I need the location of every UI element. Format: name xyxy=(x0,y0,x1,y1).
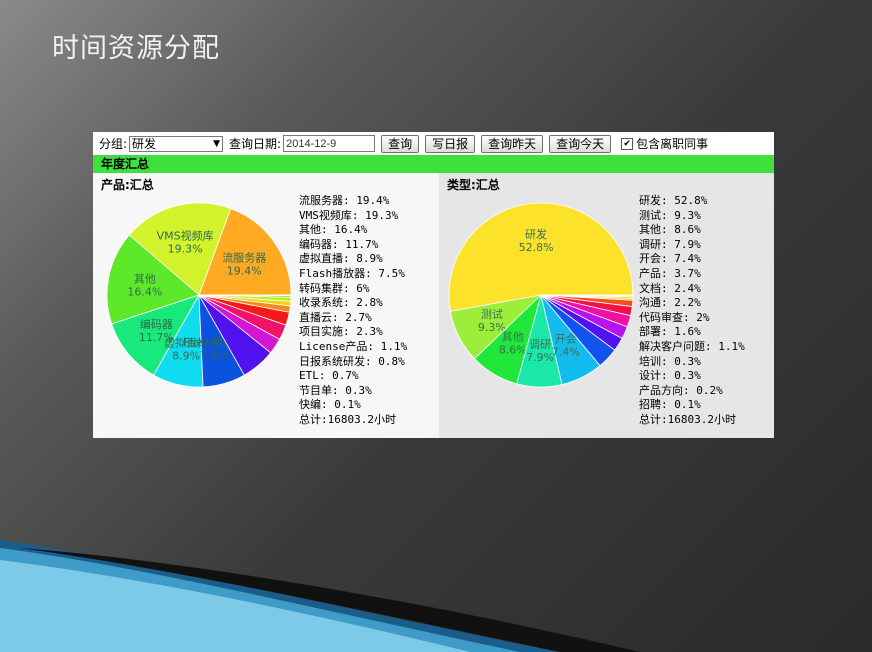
pie-slice-1 xyxy=(128,202,232,296)
slice-label-name: 研发 xyxy=(525,227,547,241)
slice-label-name: 流服务器 xyxy=(222,250,266,264)
type-summary-panel: 类型:汇总 研发 52.8% 测试 9.3% 其他 8.6% 调研 7.9% 开会 7.4% 研发… xyxy=(439,173,774,438)
report-panel: 分组: 研发 ▼ 查询日期: 查询 写日报 查询昨天 查询今天 ✔ 包含离职同事… xyxy=(93,132,774,438)
product-panel-title: 产品:汇总 xyxy=(101,178,154,192)
legend-item: 测试: 9.3% xyxy=(639,208,701,222)
legend-item: 收录系统: 2.8% xyxy=(299,296,383,310)
annual-summary-header: 年度汇总 xyxy=(93,155,774,173)
slice-label-name: 开会 xyxy=(555,332,577,345)
pie-slice-14 xyxy=(540,294,634,296)
legend-item: Flash播放器: 7.5% xyxy=(299,266,405,280)
include-left-checkbox[interactable]: ✔ xyxy=(621,137,634,150)
slice-label-name: 调研 xyxy=(529,338,551,351)
slice-label-pct: 19.4% xyxy=(227,264,262,277)
legend-item: 调研: 7.9% xyxy=(639,237,701,251)
type-legend: 研发: 52.8% 测试: 9.3% 其他: 8.6% 调研: 7.9% 开会:… xyxy=(639,194,745,428)
legend-item: 快编: 0.1% xyxy=(299,398,361,412)
slice-label-name: 测试 xyxy=(481,308,503,321)
legend-item: 产品: 3.7% xyxy=(639,266,701,280)
legend-item: 开会: 7.4% xyxy=(639,252,701,266)
pie-slice-0 xyxy=(198,208,292,296)
slide-title: 时间资源分配 xyxy=(52,33,220,64)
query-button[interactable]: 查询 xyxy=(381,134,420,153)
legend-item: 研发: 52.8% xyxy=(639,194,708,207)
slice-label-pct: 19.3% xyxy=(168,243,203,256)
slice-label-pct: 8.9% xyxy=(172,350,200,363)
pie-slice-14 xyxy=(198,294,292,296)
legend-item: 节目单: 0.3% xyxy=(299,383,372,397)
legend-item: 其他: 8.6% xyxy=(639,223,701,237)
legend-item: 代码审查: 2% xyxy=(639,310,710,324)
legend-item: 招聘: 0.1% xyxy=(639,398,701,412)
slice-label-pct: 7.4% xyxy=(552,345,580,358)
group-select[interactable]: 研发 ▼ xyxy=(129,135,224,152)
legend-item: 日报系统研发: 0.8% xyxy=(299,354,405,368)
legend-item: 产品方向: 0.2% xyxy=(639,383,723,397)
legend-item: 部署: 1.6% xyxy=(639,325,701,339)
group-select-value: 研发 xyxy=(132,137,157,151)
slice-label-pct: 52.8% xyxy=(519,241,554,254)
slice-label-name: 虚拟直播 xyxy=(164,336,208,350)
date-label: 查询日期: xyxy=(229,137,282,151)
query-yesterday-button[interactable]: 查询昨天 xyxy=(481,134,544,153)
slice-label-pct: 8.6% xyxy=(499,343,527,356)
slice-label-pct: 7.5% xyxy=(200,349,228,362)
legend-item: 流服务器: 19.4% xyxy=(299,194,390,207)
legend-item: 虚拟直播: 8.9% xyxy=(299,252,383,266)
query-toolbar: 分组: 研发 ▼ 查询日期: 查询 写日报 查询昨天 查询今天 ✔ 包含离职同事 xyxy=(93,132,774,155)
product-summary-panel: 产品:汇总 流服务器 19.4% VMS视频库 19.3% 其他 16.4% 编码器 11.7… xyxy=(93,173,439,438)
legend-item: 文档: 2.4% xyxy=(639,281,701,295)
legend-item: 直播云: 2.7% xyxy=(299,310,372,324)
legend-item: 解决客户问题: 1.1% xyxy=(639,339,745,353)
query-today-button[interactable]: 查询今天 xyxy=(549,134,612,153)
slice-label-pct: 11.7% xyxy=(139,331,174,344)
legend-item: 设计: 0.3% xyxy=(639,369,701,383)
legend-item: 其他: 16.4% xyxy=(299,223,368,237)
legend-item: ETL: 0.7% xyxy=(299,369,359,383)
slice-label-name: 其他 xyxy=(134,272,156,285)
legend-item: 转码集群: 6% xyxy=(299,281,370,295)
chevron-down-icon: ▼ xyxy=(213,138,221,149)
write-daily-report-button[interactable]: 写日报 xyxy=(425,134,476,153)
legend-item: License产品: 1.1% xyxy=(299,339,408,353)
legend-total: 总计:16803.2小时 xyxy=(299,412,396,426)
pie-slice-2 xyxy=(106,234,200,325)
pie-slice-0 xyxy=(448,202,634,312)
legend-item: 沟通: 2.2% xyxy=(639,296,701,310)
slice-label-pct: 7.9% xyxy=(526,351,554,364)
slice-label-pct: 9.3% xyxy=(478,321,506,334)
slice-label-name: VMS视频库 xyxy=(157,229,214,243)
include-left-label: 包含离职同事 xyxy=(636,137,709,151)
group-label: 分组: xyxy=(99,137,128,151)
pie-slice-3 xyxy=(111,294,200,376)
product-legend: 流服务器: 19.4% VMS视频库: 19.3% 其他: 16.4% 编码器:… xyxy=(299,194,407,428)
slice-label-name: 编码器 xyxy=(140,317,173,331)
legend-item: 项目实施: 2.3% xyxy=(299,325,383,339)
legend-item: VMS视频库: 19.3% xyxy=(299,208,399,222)
date-input[interactable] xyxy=(283,135,376,152)
slice-label-name: 其他 xyxy=(502,330,524,343)
legend-item: 培训: 0.3% xyxy=(639,354,701,368)
type-panel-title: 类型:汇总 xyxy=(447,178,500,192)
slice-label-pct: 16.4% xyxy=(127,285,162,298)
legend-item: 编码器: 11.7% xyxy=(299,237,379,251)
legend-total: 总计:16803.2小时 xyxy=(639,412,736,426)
